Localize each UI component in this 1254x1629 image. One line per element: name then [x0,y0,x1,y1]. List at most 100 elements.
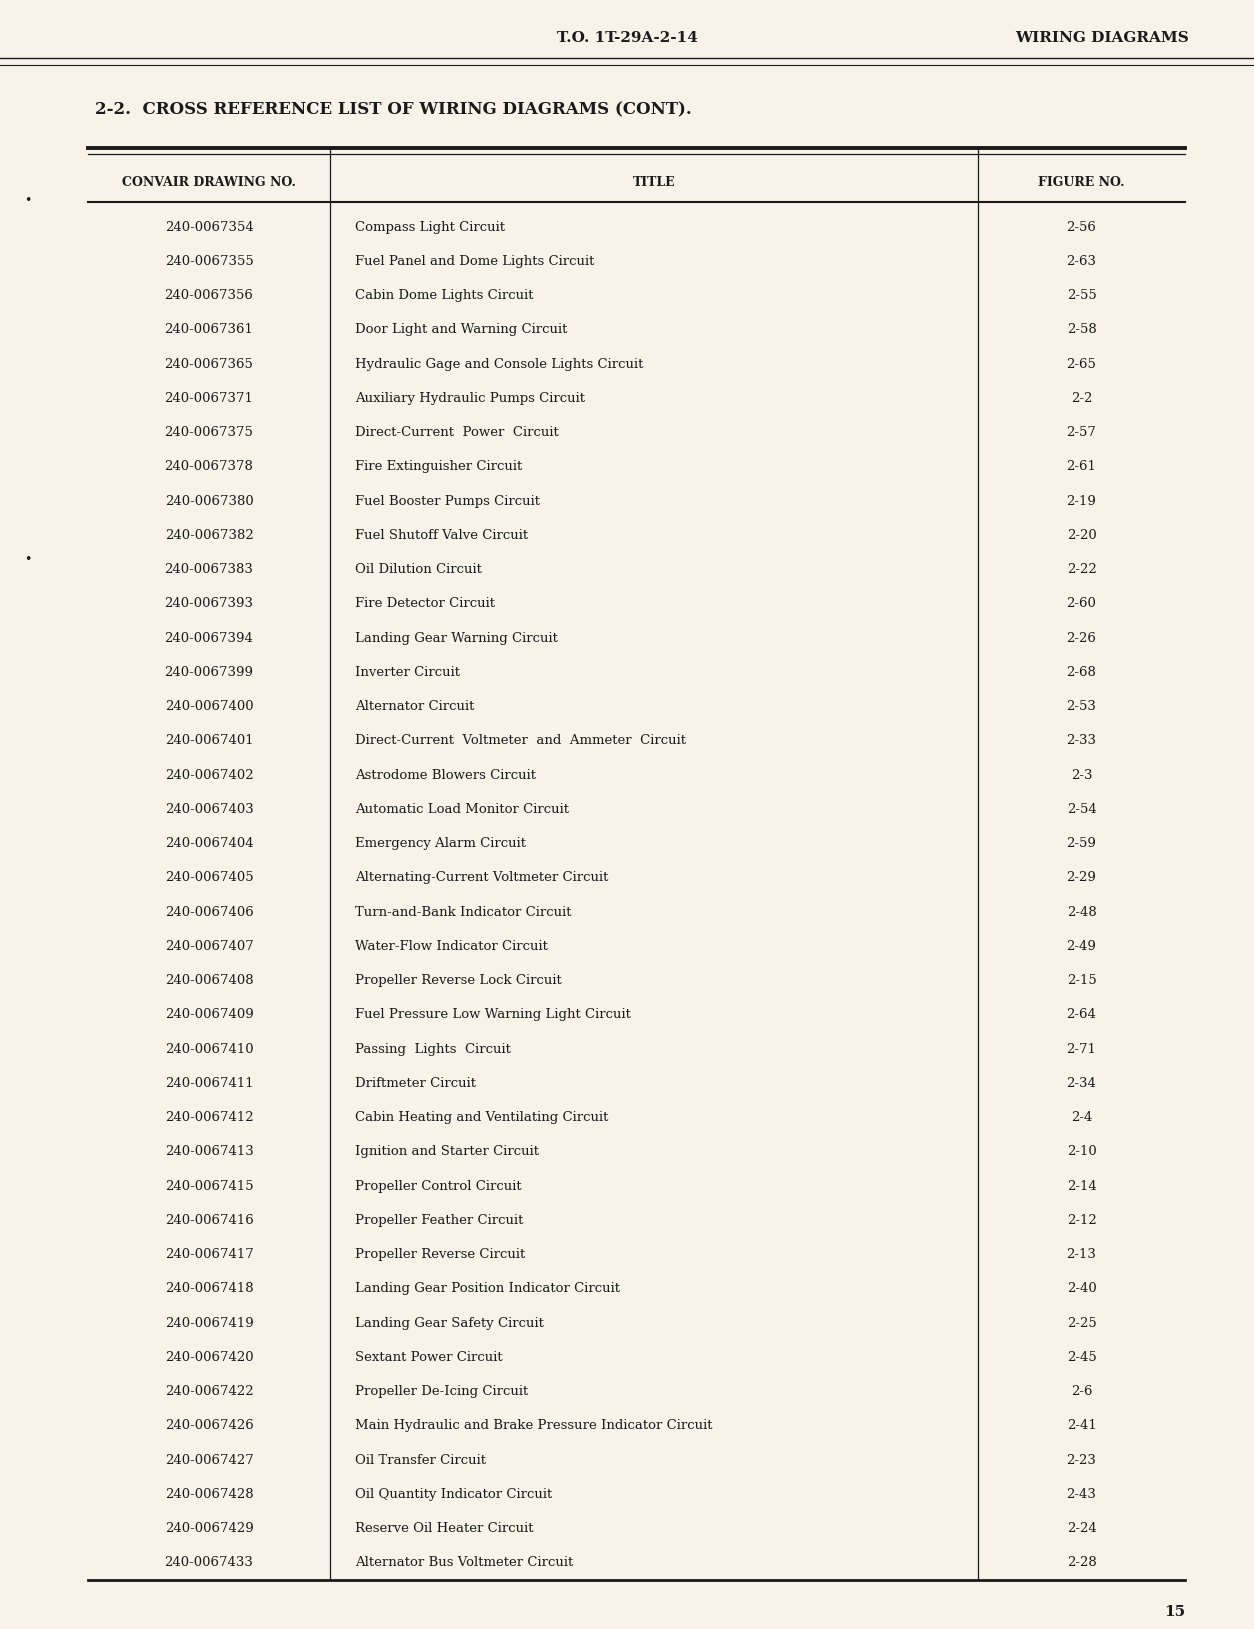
Text: Propeller Feather Circuit: Propeller Feather Circuit [355,1214,523,1227]
Text: 2-60: 2-60 [1067,598,1096,611]
Text: 240-0067417: 240-0067417 [164,1248,253,1261]
Text: Ignition and Starter Circuit: Ignition and Starter Circuit [355,1145,539,1158]
Text: Oil Quantity Indicator Circuit: Oil Quantity Indicator Circuit [355,1487,552,1500]
Text: Sextant Power Circuit: Sextant Power Circuit [355,1350,503,1363]
Text: 240-0067408: 240-0067408 [164,974,253,987]
Text: Inverter Circuit: Inverter Circuit [355,666,460,679]
Text: 2-71: 2-71 [1067,1043,1096,1056]
Text: 240-0067354: 240-0067354 [164,220,253,233]
Text: 2-43: 2-43 [1067,1487,1096,1500]
Text: 240-0067402: 240-0067402 [164,769,253,782]
Text: 2-68: 2-68 [1067,666,1096,679]
Text: 2-2.  CROSS REFERENCE LIST OF WIRING DIAGRAMS (CONT).: 2-2. CROSS REFERENCE LIST OF WIRING DIAG… [95,101,692,119]
Text: 2-63: 2-63 [1066,254,1096,267]
Text: 2-45: 2-45 [1067,1350,1096,1363]
Text: 240-0067404: 240-0067404 [164,837,253,850]
Text: 240-0067427: 240-0067427 [164,1453,253,1466]
Text: 2-41: 2-41 [1067,1419,1096,1432]
Text: 2-40: 2-40 [1067,1282,1096,1295]
Text: 15: 15 [1164,1605,1185,1619]
Text: Propeller Reverse Lock Circuit: Propeller Reverse Lock Circuit [355,974,562,987]
Text: 240-0067405: 240-0067405 [164,872,253,885]
Text: 2-15: 2-15 [1067,974,1096,987]
Text: CONVAIR DRAWING NO.: CONVAIR DRAWING NO. [122,176,296,189]
Text: Propeller Control Circuit: Propeller Control Circuit [355,1179,522,1192]
Text: 240-0067416: 240-0067416 [164,1214,253,1227]
Text: 2-64: 2-64 [1067,1008,1096,1021]
Text: Fire Detector Circuit: Fire Detector Circuit [355,598,495,611]
Text: 2-26: 2-26 [1067,632,1096,645]
Text: 2-19: 2-19 [1067,495,1096,508]
Text: 2-48: 2-48 [1067,906,1096,919]
Text: Landing Gear Warning Circuit: Landing Gear Warning Circuit [355,632,558,645]
Text: 240-0067361: 240-0067361 [164,324,253,336]
Text: 240-0067356: 240-0067356 [164,288,253,301]
Text: 240-0067428: 240-0067428 [164,1487,253,1500]
Text: TITLE: TITLE [633,176,676,189]
Text: 240-0067409: 240-0067409 [164,1008,253,1021]
Text: 2-49: 2-49 [1067,940,1096,953]
Text: Alternating-Current Voltmeter Circuit: Alternating-Current Voltmeter Circuit [355,872,608,885]
Text: Fuel Pressure Low Warning Light Circuit: Fuel Pressure Low Warning Light Circuit [355,1008,631,1021]
Text: 240-0067412: 240-0067412 [164,1111,253,1124]
Text: 240-0067422: 240-0067422 [164,1385,253,1398]
Text: 240-0067426: 240-0067426 [164,1419,253,1432]
Text: WIRING DIAGRAMS: WIRING DIAGRAMS [1016,31,1189,46]
Text: 2-58: 2-58 [1067,324,1096,336]
Text: FIGURE NO.: FIGURE NO. [1038,176,1125,189]
Text: 2-28: 2-28 [1067,1556,1096,1569]
Text: Alternator Bus Voltmeter Circuit: Alternator Bus Voltmeter Circuit [355,1556,573,1569]
Text: 2-65: 2-65 [1067,358,1096,371]
Text: Turn-and-Bank Indicator Circuit: Turn-and-Bank Indicator Circuit [355,906,572,919]
Text: Fuel Booster Pumps Circuit: Fuel Booster Pumps Circuit [355,495,540,508]
Text: 2-12: 2-12 [1067,1214,1096,1227]
Text: 240-0067382: 240-0067382 [164,529,253,542]
Text: Propeller Reverse Circuit: Propeller Reverse Circuit [355,1248,525,1261]
Text: 240-0067380: 240-0067380 [164,495,253,508]
Text: 240-0067394: 240-0067394 [164,632,253,645]
Text: 2-6: 2-6 [1071,1385,1092,1398]
Text: Propeller De-Icing Circuit: Propeller De-Icing Circuit [355,1385,528,1398]
Text: 240-0067403: 240-0067403 [164,803,253,816]
Text: 2-20: 2-20 [1067,529,1096,542]
Text: 240-0067429: 240-0067429 [164,1521,253,1535]
Text: Compass Light Circuit: Compass Light Circuit [355,220,505,233]
Text: Alternator Circuit: Alternator Circuit [355,700,474,714]
Text: Water-Flow Indicator Circuit: Water-Flow Indicator Circuit [355,940,548,953]
Text: 2-59: 2-59 [1067,837,1096,850]
Text: Door Light and Warning Circuit: Door Light and Warning Circuit [355,324,567,336]
Text: 240-0067365: 240-0067365 [164,358,253,371]
Text: Fuel Panel and Dome Lights Circuit: Fuel Panel and Dome Lights Circuit [355,254,594,267]
Text: 2-24: 2-24 [1067,1521,1096,1535]
Text: 240-0067371: 240-0067371 [164,393,253,406]
Text: Oil Transfer Circuit: Oil Transfer Circuit [355,1453,487,1466]
Text: 240-0067410: 240-0067410 [164,1043,253,1056]
Text: Driftmeter Circuit: Driftmeter Circuit [355,1077,477,1090]
Text: 240-0067418: 240-0067418 [164,1282,253,1295]
Text: Reserve Oil Heater Circuit: Reserve Oil Heater Circuit [355,1521,533,1535]
Text: •: • [24,554,31,567]
Text: 240-0067399: 240-0067399 [164,666,253,679]
Text: 240-0067406: 240-0067406 [164,906,253,919]
Text: 2-53: 2-53 [1067,700,1096,714]
Text: 2-4: 2-4 [1071,1111,1092,1124]
Text: 240-0067378: 240-0067378 [164,461,253,474]
Text: 240-0067413: 240-0067413 [164,1145,253,1158]
Text: Emergency Alarm Circuit: Emergency Alarm Circuit [355,837,525,850]
Text: 240-0067375: 240-0067375 [164,427,253,440]
Text: 2-14: 2-14 [1067,1179,1096,1192]
Text: 2-2: 2-2 [1071,393,1092,406]
Text: 2-33: 2-33 [1066,735,1096,748]
Text: 2-29: 2-29 [1067,872,1096,885]
Text: 2-22: 2-22 [1067,564,1096,577]
Text: 2-10: 2-10 [1067,1145,1096,1158]
Text: 2-25: 2-25 [1067,1316,1096,1329]
Text: •: • [24,194,31,207]
Text: Passing  Lights  Circuit: Passing Lights Circuit [355,1043,510,1056]
Text: 240-0067411: 240-0067411 [164,1077,253,1090]
Text: 2-23: 2-23 [1067,1453,1096,1466]
Text: Cabin Dome Lights Circuit: Cabin Dome Lights Circuit [355,288,533,301]
Text: 240-0067355: 240-0067355 [164,254,253,267]
Text: 2-56: 2-56 [1067,220,1096,233]
Text: Cabin Heating and Ventilating Circuit: Cabin Heating and Ventilating Circuit [355,1111,608,1124]
